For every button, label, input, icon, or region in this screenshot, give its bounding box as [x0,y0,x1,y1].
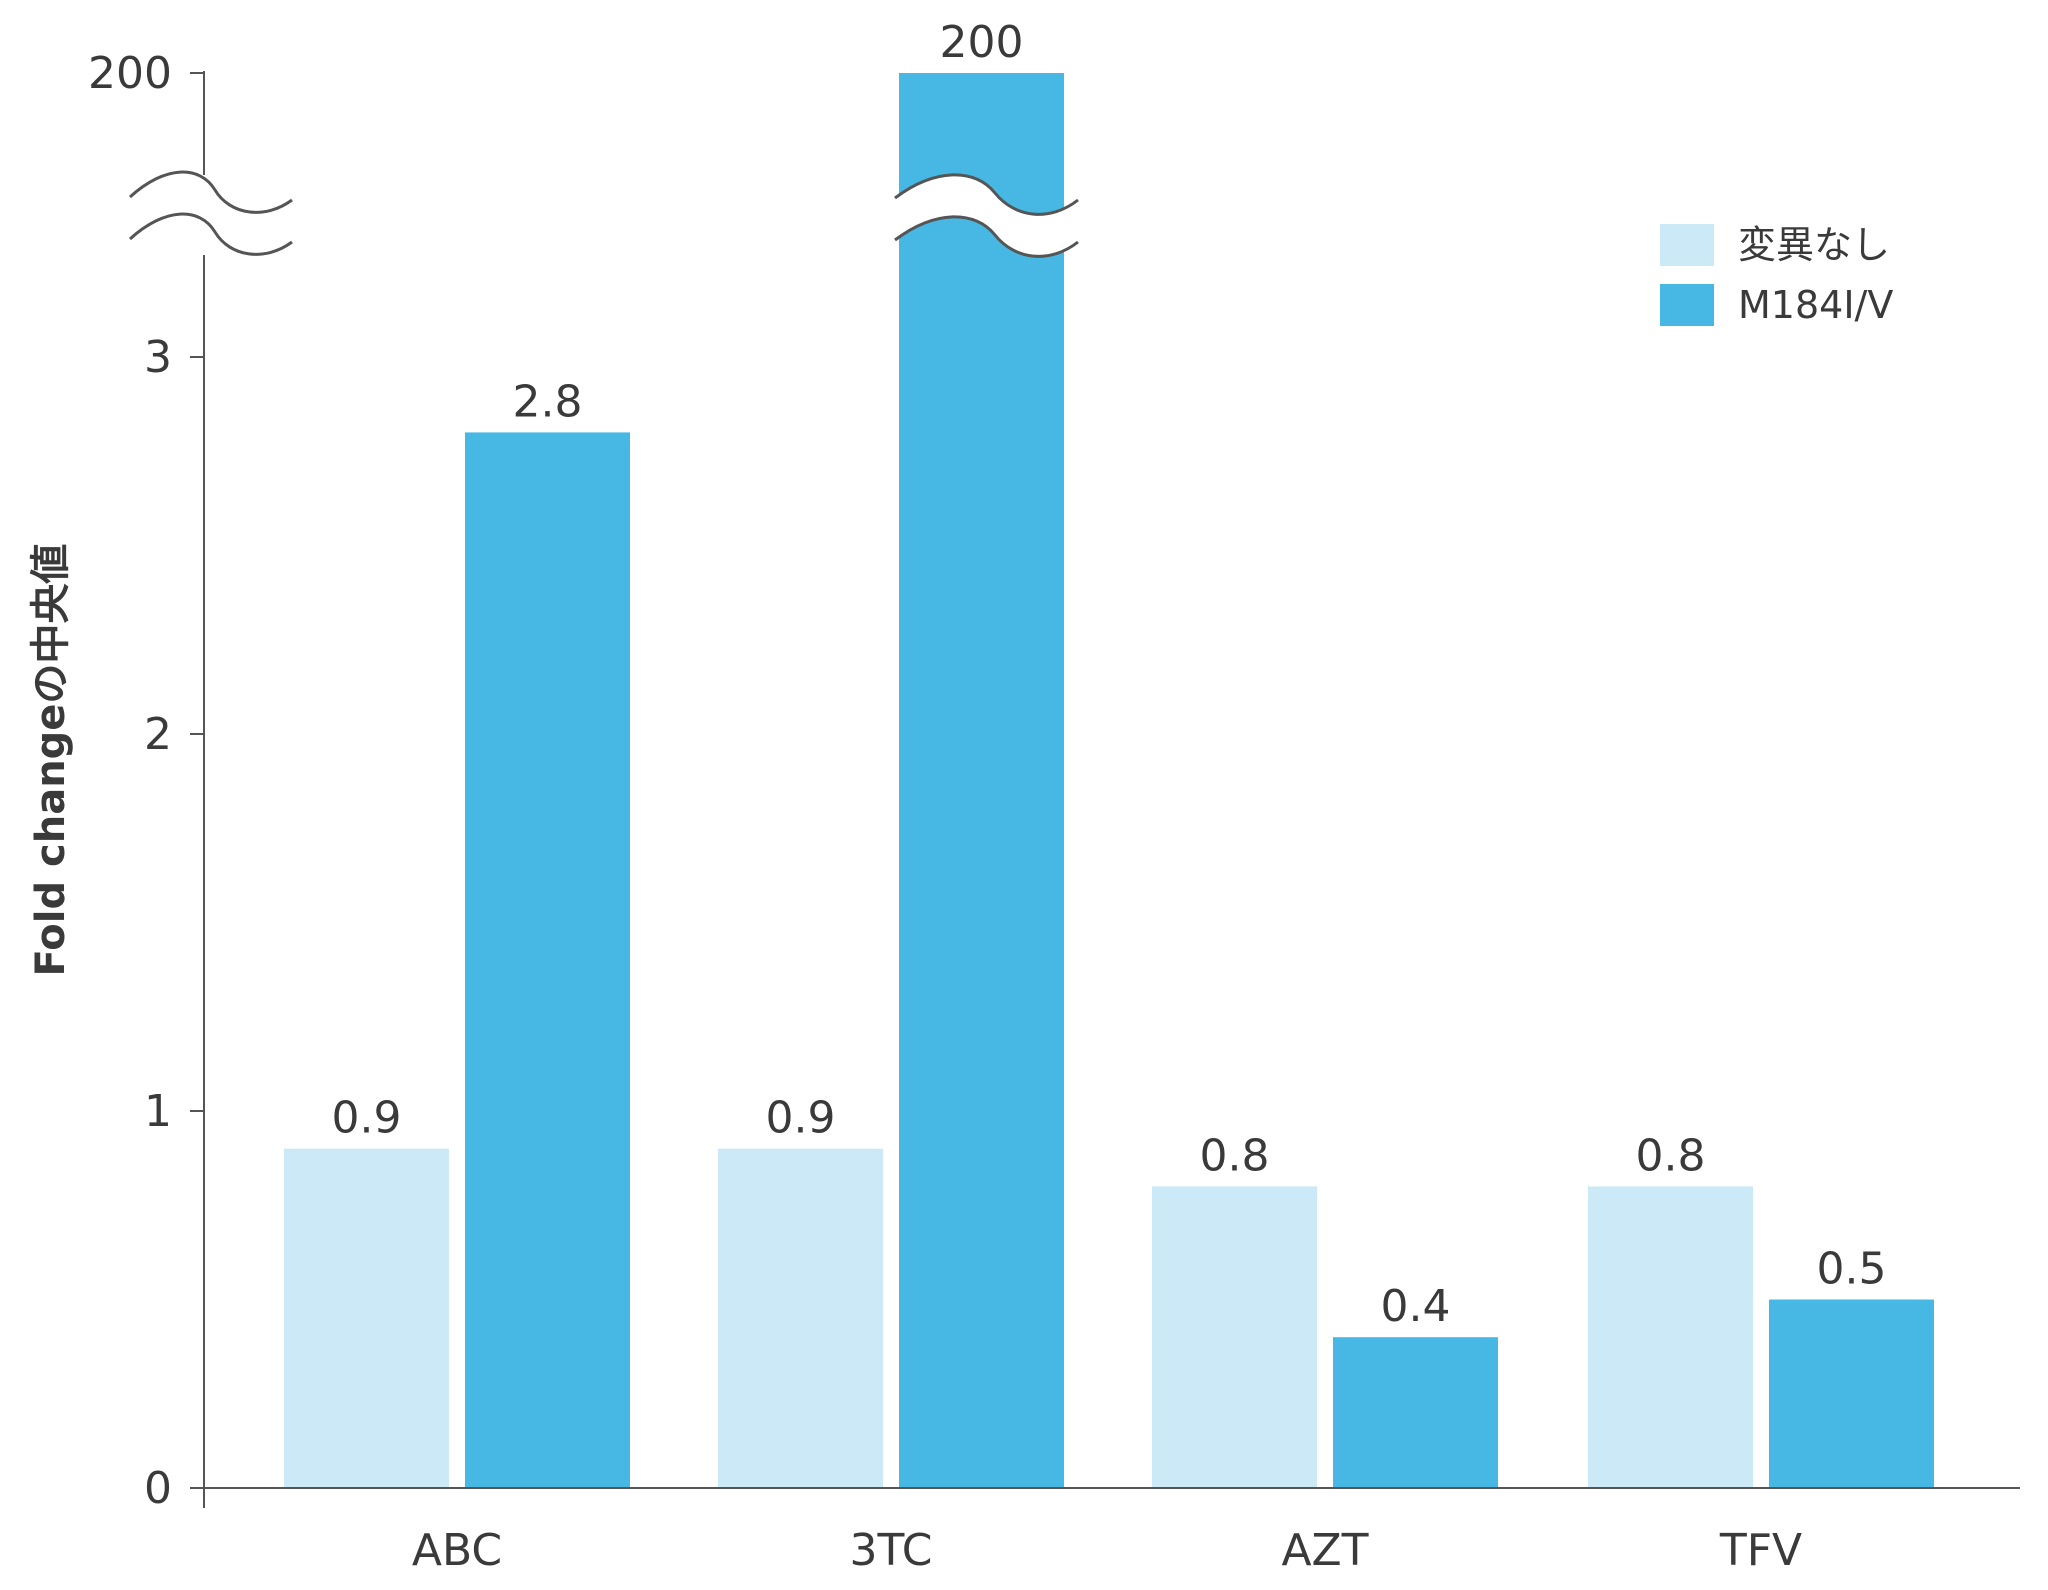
value-label: 0.8 [1200,1130,1270,1181]
value-labels-group: 0.9 2.8 0.9 200 0.8 0.4 0.8 0.5 [332,17,1887,1332]
value-label: 0.8 [1636,1130,1706,1181]
bar-abc-series-1 [284,1148,449,1488]
y-tick-label: 200 [88,48,172,99]
category-label-abc: ABC [412,1525,502,1576]
value-label: 0.5 [1817,1244,1887,1295]
bars-group [284,73,1934,1488]
bar-azt-series-1 [1152,1186,1317,1488]
bar-abc-series-2 [465,432,630,1488]
value-label: 0.4 [1381,1281,1451,1332]
category-labels-group: ABC 3TC AZT TFV [412,1525,1802,1576]
y-tick-label: 1 [144,1086,172,1137]
value-label: 0.9 [332,1093,402,1144]
legend: 変異なし M184I/V [1660,223,1893,327]
bar-tfv-series-1 [1588,1186,1753,1488]
bar-tfv-series-2 [1769,1299,1934,1488]
axes-group [196,71,2020,1508]
bar-azt-series-2 [1333,1337,1498,1488]
category-label-azt: AZT [1281,1525,1368,1576]
axis-break-mark [128,170,298,256]
legend-swatch-1 [1660,224,1714,266]
y-tick-label: 2 [144,709,172,760]
category-label-3tc: 3TC [849,1525,932,1576]
legend-label-2: M184I/V [1738,283,1893,327]
y-axis-title: Fold changeの中央値 [28,544,74,977]
value-label: 2.8 [513,376,583,427]
category-label-tfv: TFV [1719,1525,1802,1576]
value-label: 0.9 [766,1093,836,1144]
bar-3tc-series-1 [718,1148,883,1488]
value-label: 200 [940,17,1024,68]
legend-label-1: 変異なし [1738,223,1890,267]
legend-swatch-2 [1660,284,1714,326]
y-tick-label: 3 [144,332,172,383]
y-ticks-group: 0 1 2 3 200 [88,48,204,1514]
y-tick-label: 0 [144,1463,172,1514]
axis-break-group [128,170,1079,258]
bar-3tc-series-2 [899,73,1064,1488]
bar-break-mark [894,173,1079,258]
